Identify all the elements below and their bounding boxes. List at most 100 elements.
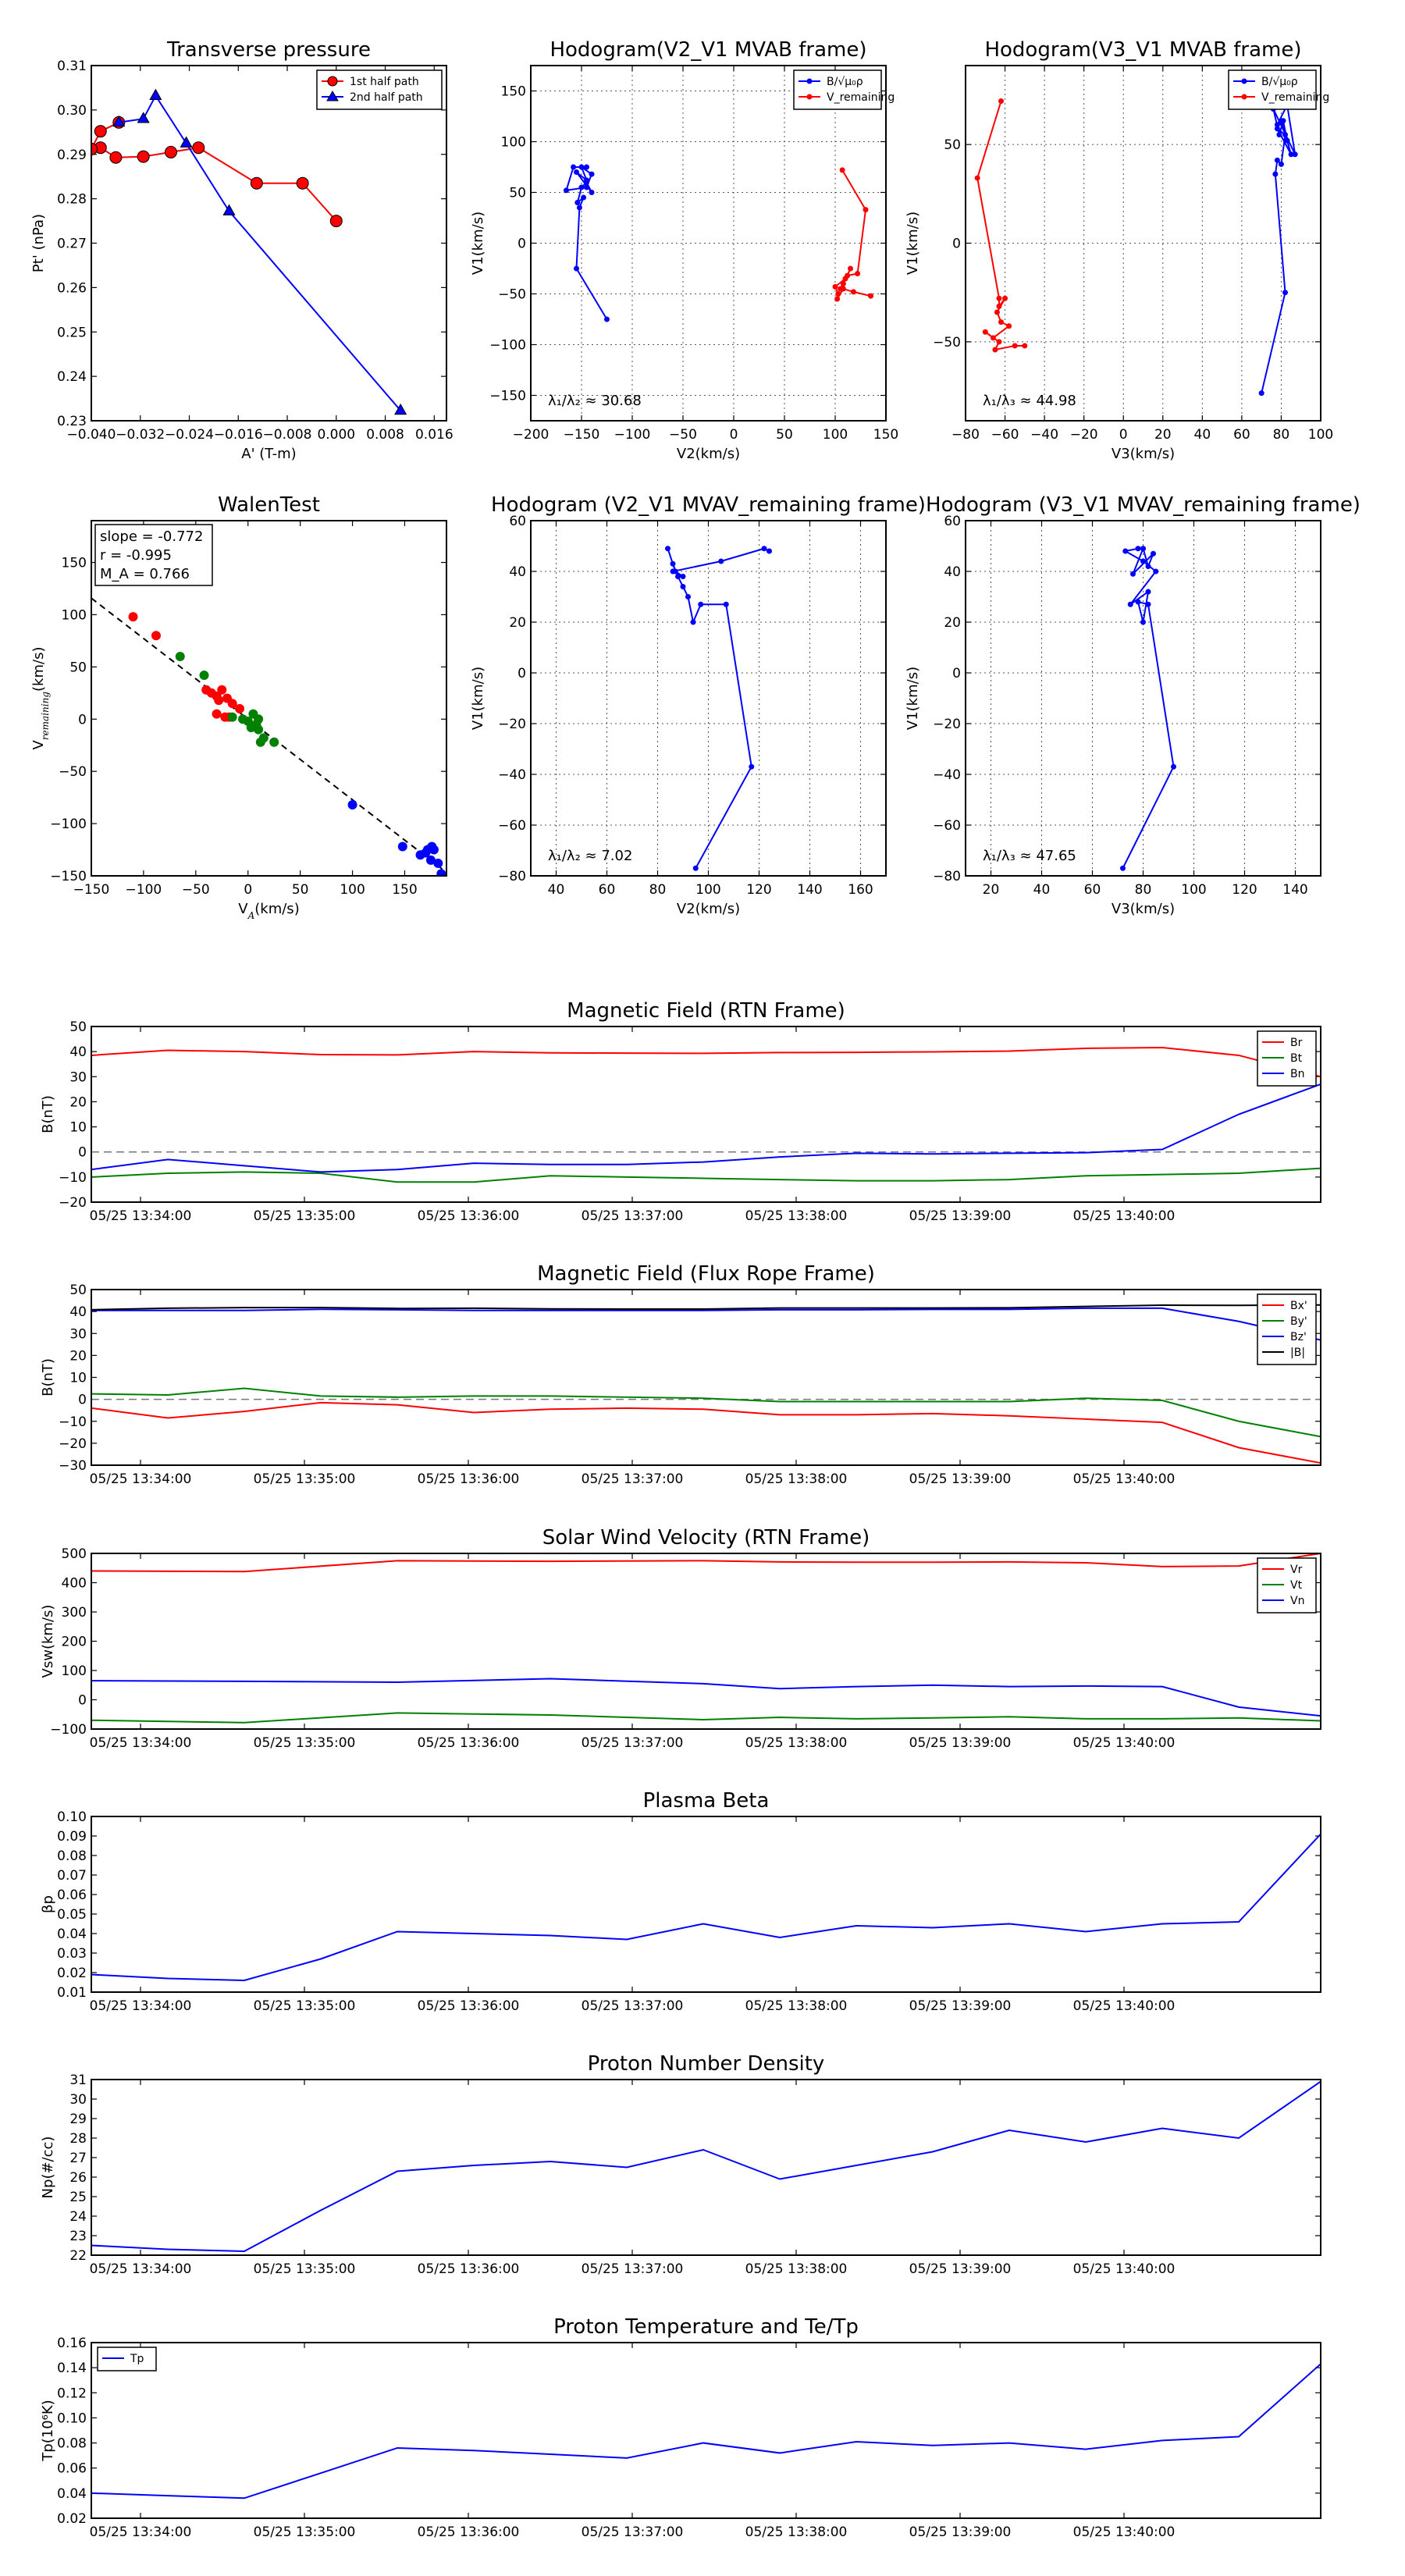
- legend-label: Bn: [1290, 1068, 1304, 1080]
- chart-title: Magnetic Field (Flux Rope Frame): [537, 1262, 875, 1286]
- y-tick-label: 50: [69, 1283, 87, 1298]
- legend: Br Bt Bn: [1257, 1030, 1317, 1087]
- y-axis-label: Pt' (nPa): [30, 214, 47, 272]
- x-tick-label: 100: [340, 882, 365, 898]
- panel-h31: Hodogram(V3_V1 MVAB frame) −80 −60 −40 −20 0 2…: [905, 38, 1333, 462]
- y-tick-label: −30: [59, 1458, 87, 1474]
- data-point: [571, 164, 577, 170]
- x-tick-label: 05/25 13:40:00: [1073, 2524, 1176, 2540]
- x-tick-label: 05/25 13:39:00: [909, 1735, 1012, 1751]
- y-tick-label: 0: [952, 237, 961, 252]
- x-tick-label: 100: [1308, 427, 1333, 443]
- data-point: [296, 176, 309, 190]
- y-tick-label: 0.09: [57, 1829, 87, 1845]
- y-tick-label: −50: [59, 764, 87, 780]
- y-tick-label: 25: [69, 2190, 87, 2205]
- series-beta-0: [91, 1833, 1321, 1982]
- y-tick-label: 0.12: [57, 2386, 87, 2401]
- data-point: [397, 841, 407, 852]
- y-tick-label: −10: [59, 1170, 87, 1186]
- x-axis-label-sub: A: [247, 910, 255, 921]
- y-tick-label: 0.05: [57, 1907, 87, 1923]
- series-bfr-0: [91, 1401, 1321, 1464]
- y-tick-label: 0.23: [57, 414, 87, 429]
- y-tick-label: 150: [501, 84, 526, 100]
- panel-pt: Transverse pressure−0.040 −0.032 −0.024 −0.…: [30, 38, 454, 462]
- data-point: [670, 560, 676, 567]
- data-point: [394, 403, 407, 415]
- data-point: [767, 548, 772, 554]
- x-tick-label: 40: [548, 882, 565, 898]
- x-tick-label: 60: [1233, 427, 1250, 443]
- x-tick-label: 05/25 13:37:00: [582, 1735, 684, 1751]
- x-tick-label: −0.016: [214, 427, 263, 443]
- series-line: [91, 1304, 1321, 1311]
- y-tick-label: 0.29: [57, 148, 87, 163]
- data-point: [1145, 589, 1151, 595]
- y-axis-label: Np(#/cc): [40, 2137, 56, 2199]
- data-point: [1145, 601, 1151, 607]
- y-tick-label: 60: [509, 514, 526, 529]
- x-tick-label: 05/25 13:40:00: [1073, 1208, 1176, 1224]
- chart-title: Hodogram(V2_V1 MVAB frame): [550, 38, 866, 62]
- legend-label: B/√μ₀ρ: [1261, 76, 1298, 88]
- data-point: [1140, 619, 1146, 625]
- series-line: [91, 121, 337, 222]
- x-tick-label: −80: [951, 427, 980, 443]
- data-point: [1135, 546, 1141, 552]
- x-tick-label: 05/25 13:39:00: [909, 1471, 1012, 1487]
- axis-ticks: 05/25 13:34:00 05/25 13:35:00 05/25 13:36:…: [50, 1546, 1321, 1751]
- y-tick-label: −150: [489, 389, 526, 404]
- y-tick-label: −20: [59, 1195, 87, 1211]
- series-btrn-1: [91, 1167, 1321, 1183]
- x-tick-label: 0: [730, 427, 738, 443]
- series-line: [91, 1387, 1321, 1438]
- stats-box: [94, 524, 213, 586]
- data-point: [680, 584, 686, 589]
- legend-marker: [806, 94, 813, 100]
- data-point: [149, 88, 162, 100]
- series-line: [91, 1401, 1321, 1464]
- series-bfr-2: [91, 1307, 1321, 1341]
- y-tick-label: −20: [933, 717, 961, 732]
- data-point: [992, 347, 998, 353]
- x-tick-label: 05/25 13:38:00: [745, 1208, 848, 1224]
- x-tick-label: 120: [1232, 882, 1257, 898]
- legend-label: Br: [1290, 1037, 1303, 1049]
- data-point: [994, 309, 1000, 315]
- series-line: [91, 2363, 1321, 2500]
- x-tick-label: 80: [1135, 882, 1152, 898]
- legend-label: Bt: [1290, 1052, 1303, 1065]
- y-tick-label: 30: [69, 1326, 87, 1342]
- x-tick-label: 05/25 13:37:00: [582, 1208, 684, 1224]
- x-tick-label: −60: [991, 427, 1019, 443]
- data-point: [840, 286, 846, 292]
- panel-vsw: Solar Wind Velocity (RTN Frame)05/25 13:…: [40, 1526, 1321, 1751]
- data-point: [217, 685, 227, 695]
- data-point: [574, 265, 579, 272]
- data-point: [685, 594, 691, 600]
- x-tick-label: 05/25 13:34:00: [90, 2261, 192, 2277]
- axis-ticks: 40 60 80 100 120 140 160 −80 −60 −40 −20 0 20 40 60: [498, 514, 886, 898]
- x-tick-label: 60: [1084, 882, 1101, 898]
- y-tick-label: 0.07: [57, 1868, 87, 1884]
- data-point: [749, 763, 755, 770]
- y-tick-label: 10: [69, 1120, 87, 1136]
- data-point: [834, 296, 841, 302]
- x-tick-label: −0.008: [263, 427, 312, 443]
- data-point: [128, 612, 138, 622]
- data-point: [1012, 343, 1018, 349]
- x-tick-label: −150: [73, 882, 110, 898]
- series-pt-0: [91, 116, 343, 228]
- y-axis-label: Vremaining(km/s): [30, 647, 51, 750]
- chart-title: Plasma Beta: [643, 1789, 770, 1813]
- data-point: [175, 651, 185, 661]
- y-tick-label: −50: [498, 287, 526, 303]
- data-point: [589, 190, 595, 195]
- legend: Bx' By' Bz' |B|: [1257, 1293, 1317, 1365]
- axis-ticks: 05/25 13:34:00 05/25 13:35:00 05/25 13:36:…: [69, 2073, 1321, 2277]
- plot-frame: [91, 1816, 1321, 1993]
- y-tick-label: 0.26: [57, 280, 87, 296]
- data-point: [180, 136, 193, 148]
- data-point: [254, 724, 264, 735]
